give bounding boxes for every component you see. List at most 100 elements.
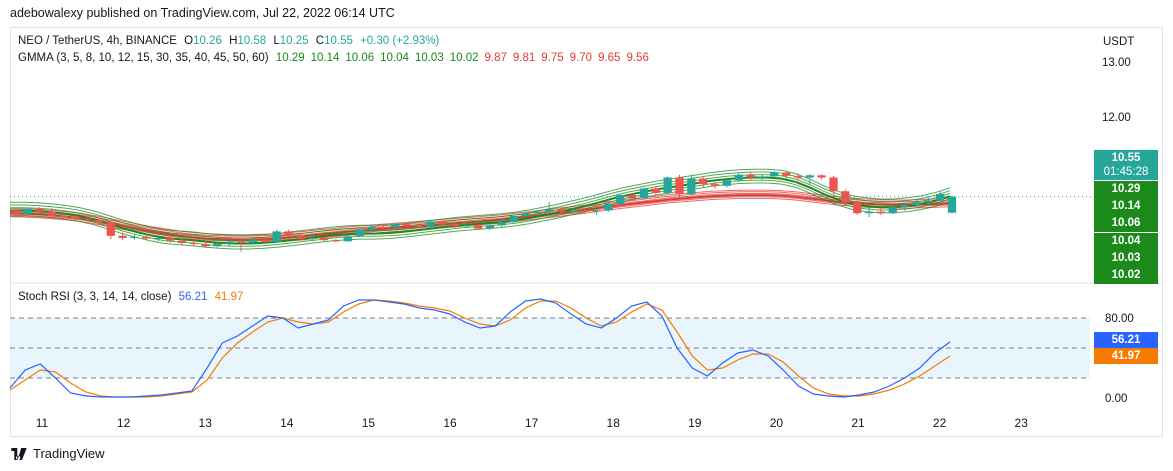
candle-body xyxy=(390,224,400,228)
stoch-tick-label: 80.00 xyxy=(1105,313,1134,325)
high-label: H xyxy=(229,35,238,47)
candle-body xyxy=(11,210,21,214)
candle-body xyxy=(888,207,897,214)
gmma-value: 9.75 xyxy=(541,52,564,64)
candle-body xyxy=(308,238,317,240)
candle-body xyxy=(106,222,115,236)
candle-body xyxy=(580,210,589,212)
x-tick-label: 16 xyxy=(443,416,457,430)
candle-body xyxy=(47,211,56,216)
chart-frame xyxy=(10,27,1163,437)
candle-body xyxy=(402,224,412,226)
candle-body xyxy=(770,172,779,177)
candle-body xyxy=(177,240,187,243)
candle-body xyxy=(71,217,80,219)
stoch-legend[interactable]: Stoch RSI (3, 3, 14, 14, close) 56.21 41… xyxy=(18,291,247,303)
candle-body xyxy=(213,243,222,247)
candle-body xyxy=(853,202,862,214)
stoch-d-value: 41.97 xyxy=(214,291,244,303)
x-tick-label: 13 xyxy=(199,416,213,430)
gmma-label[interactable]: GMMA (3, 5, 8, 10, 12, 15, 30, 35, 40, 4… xyxy=(18,52,269,64)
stoch-k-tag: 56.21 xyxy=(1094,332,1158,348)
gmma-axis-tag: 10.02 xyxy=(1094,267,1158,284)
candle-body xyxy=(758,176,767,178)
close-label: C xyxy=(315,35,325,47)
last-price-tag: 10.55 01:45:28 xyxy=(1094,150,1158,180)
candle-body xyxy=(710,184,720,186)
stoch-k-line xyxy=(9,298,951,398)
candle-body xyxy=(272,231,281,242)
gmma-value: 10.06 xyxy=(345,52,375,64)
candle-body xyxy=(545,209,554,212)
open-value: 10.26 xyxy=(193,35,222,47)
gmma-short-line xyxy=(10,174,951,242)
candle-body xyxy=(82,218,92,220)
x-tick-label: 18 xyxy=(607,416,621,430)
candle-body xyxy=(94,219,104,223)
gmma-value: 10.03 xyxy=(414,52,444,64)
symbol-legend: NEO / TetherUS, 4h, BINANCE O10.26 H10.5… xyxy=(18,35,443,47)
candle-body xyxy=(189,242,198,245)
gmma-short-line xyxy=(10,168,951,236)
gmma-short-line xyxy=(10,171,951,239)
x-tick-label: 23 xyxy=(1015,416,1029,430)
x-tick-label: 12 xyxy=(117,416,131,430)
candle-body xyxy=(414,225,423,227)
candle-body xyxy=(663,177,672,193)
gmma-axis-tag: 10.29 xyxy=(1094,181,1158,198)
candle-body xyxy=(284,231,293,236)
candle-body xyxy=(746,174,755,178)
gmma-axis-tag: 10.14 xyxy=(1094,198,1158,216)
candle-body xyxy=(343,236,352,242)
candle-body xyxy=(781,172,791,176)
last-price-value: 10.55 xyxy=(1111,152,1141,164)
candle-body xyxy=(627,195,637,199)
gmma-long-line xyxy=(9,194,951,241)
x-tick-label: 19 xyxy=(688,416,702,430)
candle-body xyxy=(793,175,803,178)
candle-body xyxy=(248,239,258,243)
candle-body xyxy=(829,177,838,192)
candle-body xyxy=(260,239,269,242)
candle-body xyxy=(35,208,44,212)
candle-body xyxy=(864,211,874,214)
footer-brand[interactable]: TradingView xyxy=(10,446,105,461)
symbol-title[interactable]: NEO / TetherUS, 4h, BINANCE xyxy=(18,35,177,47)
candle-body xyxy=(533,211,542,214)
price-tick-label: 12.00 xyxy=(1102,112,1131,124)
candle-body xyxy=(521,213,530,216)
gmma-value: 10.14 xyxy=(310,52,340,64)
x-tick-label: 15 xyxy=(362,416,376,430)
candle-body xyxy=(450,224,459,226)
candle-body xyxy=(485,225,495,229)
candle-body xyxy=(734,174,743,181)
candle-body xyxy=(438,221,447,225)
close-value: 10.55 xyxy=(324,35,353,47)
stoch-label[interactable]: Stoch RSI (3, 3, 14, 14, close) xyxy=(18,291,172,303)
x-tick-label: 17 xyxy=(525,416,539,430)
candle-body xyxy=(201,244,210,247)
candle-body xyxy=(296,235,305,240)
low-value: 10.25 xyxy=(279,35,309,47)
candle-body xyxy=(367,227,376,230)
candle-body xyxy=(924,200,933,203)
candle-body xyxy=(616,195,625,204)
candle-body xyxy=(900,205,909,208)
gmma-value: 9.56 xyxy=(626,52,649,64)
gmma-long-line xyxy=(9,189,951,236)
candle-body xyxy=(331,240,341,242)
candle-body xyxy=(509,216,518,223)
gmma-value: 10.04 xyxy=(380,52,409,64)
candle-body xyxy=(568,210,578,212)
candle-body xyxy=(651,188,660,193)
candle-body xyxy=(639,188,649,199)
gmma-legend[interactable]: GMMA (3, 5, 8, 10, 12, 15, 30, 35, 40, 4… xyxy=(18,52,659,64)
candle-body xyxy=(130,236,139,238)
x-tick-label: 20 xyxy=(770,416,784,430)
footer-brand-label: TradingView xyxy=(33,446,105,461)
candle-body xyxy=(379,227,388,228)
candle-body xyxy=(154,238,163,239)
candle-body xyxy=(722,180,732,186)
gmma-value: 9.81 xyxy=(512,52,536,64)
